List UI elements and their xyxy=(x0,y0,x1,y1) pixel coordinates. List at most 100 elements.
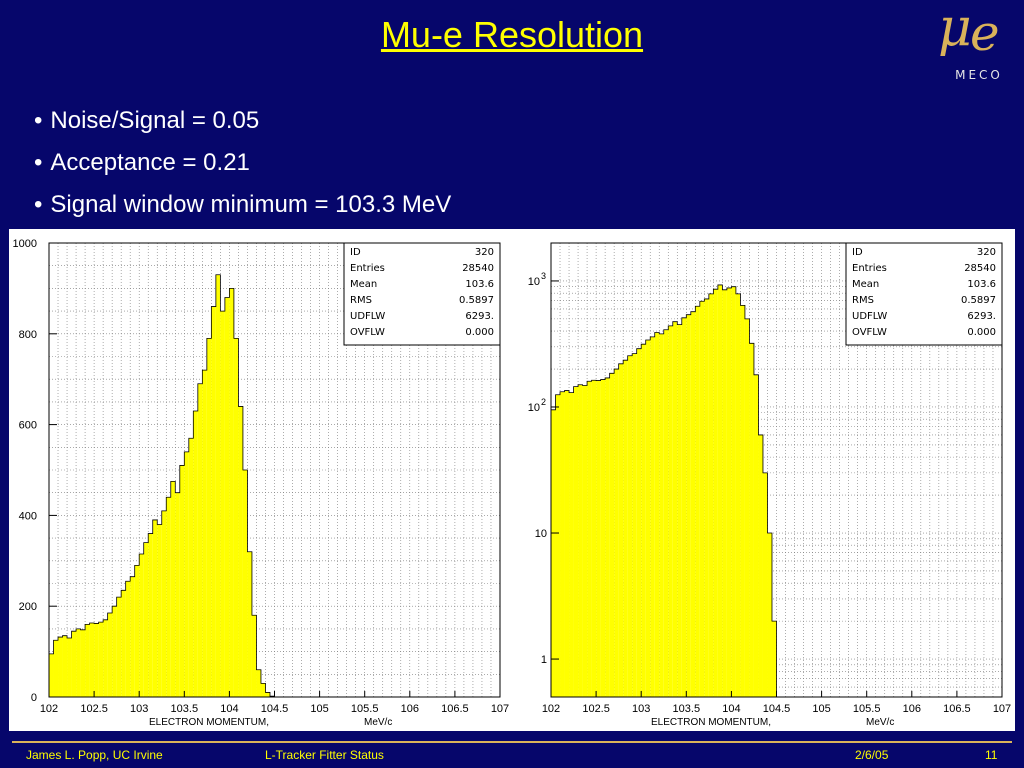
histogram-bar xyxy=(722,289,727,697)
x-axis-unit: MeV/c xyxy=(364,717,392,728)
histogram-bar xyxy=(618,363,624,697)
x-tick-label: 107 xyxy=(993,703,1011,715)
histogram-bar xyxy=(121,590,126,697)
histogram-bar xyxy=(112,606,117,697)
y-tick-label: 1 xyxy=(541,654,547,666)
histogram-bar xyxy=(184,451,189,697)
stats-label: Entries xyxy=(852,263,887,274)
histogram-bar xyxy=(632,353,637,697)
stats-value: 103.6 xyxy=(967,279,996,290)
histogram-bar xyxy=(107,613,113,697)
histogram-bar xyxy=(758,434,763,697)
y-tick-label: 10 xyxy=(528,402,540,414)
x-tick-label: 103.5 xyxy=(673,703,701,715)
x-axis-label: ELECTRON MOMENTUM, xyxy=(651,717,771,728)
stats-value: 320 xyxy=(977,247,996,258)
histogram-bar xyxy=(605,377,610,697)
histogram-bar xyxy=(238,406,243,697)
histogram-bar xyxy=(681,317,687,697)
histogram-bar xyxy=(161,510,167,697)
histogram-bar xyxy=(771,621,777,697)
histogram-bar xyxy=(206,338,212,697)
histogram-bar xyxy=(695,306,700,697)
histogram-bar xyxy=(62,635,68,697)
x-tick-label: 105.5 xyxy=(853,703,881,715)
histogram-linear: 102 102.5 103 103.5 104 104.5 105 105.5 106 106.5… xyxy=(13,238,510,728)
x-tick-label: 105 xyxy=(310,703,328,715)
histogram-bar xyxy=(134,565,140,697)
histogram-bar xyxy=(659,333,664,697)
stats-label: ID xyxy=(852,247,863,258)
histogram-bar xyxy=(148,533,153,697)
stats-value: 28540 xyxy=(462,263,494,274)
histogram-bar xyxy=(578,384,583,697)
stats-value: 320 xyxy=(475,247,494,258)
x-tick-label: 105.5 xyxy=(351,703,379,715)
x-tick-label: 102.5 xyxy=(80,703,108,715)
histogram-bar xyxy=(704,298,709,697)
stats-label: UDFLW xyxy=(852,311,887,322)
histogram-panel-log: 102 102.5 103 103.5 104 104.5 105 105.5 106 106.5… xyxy=(511,229,1015,731)
footer-author: James L. Popp, UC Irvine xyxy=(26,748,163,762)
histogram-bar xyxy=(224,297,230,697)
stats-value: 6293. xyxy=(465,311,494,322)
histogram-bar xyxy=(215,274,221,697)
x-tick-label: 106 xyxy=(401,703,419,715)
stats-box xyxy=(845,242,1003,346)
histogram-bar xyxy=(735,293,741,697)
histogram-bar xyxy=(76,628,81,697)
histogram-bar xyxy=(166,497,171,697)
histogram-bar xyxy=(179,465,185,697)
stats-label: Mean xyxy=(350,279,377,290)
stats-value: 103.6 xyxy=(465,279,494,290)
x-tick-label: 102 xyxy=(40,703,58,715)
histogram-bar xyxy=(256,669,261,697)
histogram-bar xyxy=(731,286,736,697)
y-tick-exponent: 3 xyxy=(541,271,546,281)
stats-label: UDFLW xyxy=(350,311,385,322)
histogram-bar xyxy=(251,615,257,697)
y-tick-label: 200 xyxy=(19,601,37,613)
histogram-bar xyxy=(89,622,95,697)
x-tick-label: 107 xyxy=(491,703,509,715)
histogram-bar xyxy=(699,301,705,697)
histogram-bar xyxy=(220,311,225,697)
histogram-bar xyxy=(125,581,131,697)
histogram-bar xyxy=(623,360,628,697)
x-tick-label: 102 xyxy=(542,703,560,715)
histogram-bar xyxy=(49,653,54,697)
histogram-bar xyxy=(551,409,556,697)
histogram-bar xyxy=(233,338,239,697)
stats-label: Entries xyxy=(350,263,385,274)
stats-label: RMS xyxy=(852,295,874,306)
histogram-bar xyxy=(202,370,207,697)
histogram-bar xyxy=(139,553,144,697)
histogram-bar xyxy=(663,329,669,697)
histogram-bar xyxy=(650,336,655,697)
footer-page-number: 11 xyxy=(985,748,998,762)
histogram-bar xyxy=(749,343,754,697)
histogram-bar xyxy=(573,386,579,697)
y-tick-label: 800 xyxy=(19,329,37,341)
histogram-bar xyxy=(143,542,149,697)
footer-date: 2/6/05 xyxy=(855,748,889,762)
histogram-bar xyxy=(53,640,59,697)
histogram-bar xyxy=(753,374,759,697)
x-axis-label: ELECTRON MOMENTUM, xyxy=(149,717,269,728)
logo-mu-glyph: μ xyxy=(938,0,972,58)
y-tick-label: 400 xyxy=(19,510,37,522)
y-tick-label: 10 xyxy=(535,528,547,540)
y-tick-exponent: 2 xyxy=(541,397,546,407)
x-tick-label: 103.5 xyxy=(171,703,199,715)
bullet-item: Noise/Signal = 0.05 xyxy=(34,100,451,142)
histogram-bar xyxy=(609,373,615,697)
histogram-bar xyxy=(767,533,772,697)
x-tick-label: 103 xyxy=(632,703,650,715)
histogram-bar xyxy=(265,692,270,697)
stats-value: 0.000 xyxy=(465,327,494,338)
histogram-bar xyxy=(193,410,198,697)
histogram-bar xyxy=(726,287,732,697)
histogram-outline xyxy=(550,284,777,697)
histogram-bar xyxy=(740,305,745,697)
histogram-bar xyxy=(175,492,180,697)
